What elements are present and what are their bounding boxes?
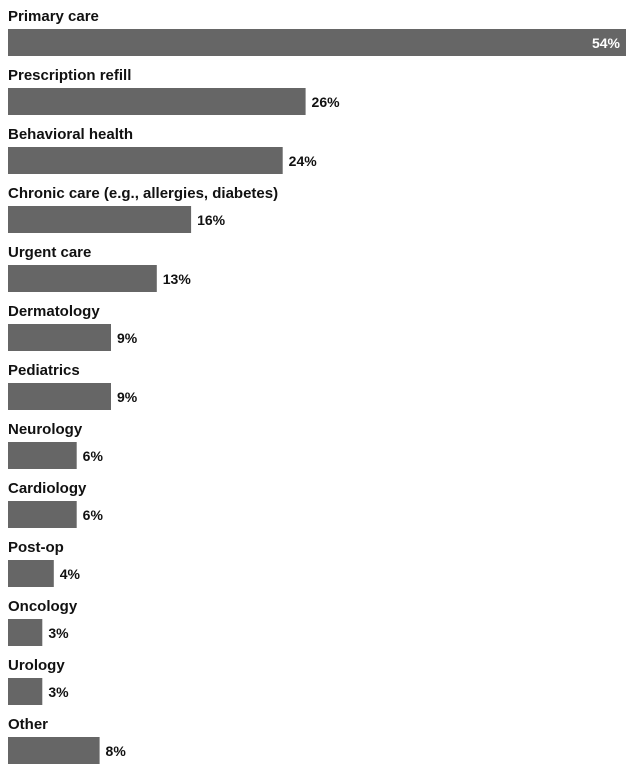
bar [8,501,77,528]
bar [8,678,43,705]
value-label: 9% [117,330,138,346]
value-label: 4% [60,566,81,582]
bar-row-urology: Urology 3% [8,657,69,705]
value-label: 26% [312,94,341,110]
category-label: Post-op [8,539,64,556]
category-label: Prescription refill [8,67,131,84]
value-label: 13% [163,271,192,287]
bar [8,619,43,646]
bar-row-chronic-care-e-g-allergies-diabetes: Chronic care (e.g., allergies, diabetes)… [8,185,278,233]
bar-row-urgent-care: Urgent care 13% [8,244,191,292]
bar-row-behavioral-health: Behavioral health 24% [8,126,317,174]
value-label: 8% [106,743,127,759]
bar-row-dermatology: Dermatology 9% [8,303,138,351]
bar-row-prescription-refill: Prescription refill 26% [8,67,340,115]
value-label: 9% [117,389,138,405]
bar-row-pediatrics: Pediatrics 9% [8,362,138,410]
category-label: Urology [8,657,65,674]
bar [8,265,157,292]
bar-row-primary-care: Primary care 54% [8,8,626,56]
value-label: 3% [48,625,69,641]
bar [8,88,306,115]
value-label: 6% [83,507,104,523]
category-label: Urgent care [8,244,91,261]
value-label: 6% [83,448,104,464]
bar [8,147,283,174]
bar [8,324,111,351]
bar [8,206,192,233]
bar [8,737,100,764]
bar-row-cardiology: Cardiology 6% [8,480,103,528]
bar-row-oncology: Oncology 3% [8,598,78,646]
value-label: 54% [592,35,621,51]
category-label: Cardiology [8,480,87,497]
category-label: Dermatology [8,303,100,320]
category-label: Chronic care (e.g., allergies, diabetes) [8,185,278,202]
category-label: Behavioral health [8,126,133,143]
value-label: 24% [289,153,318,169]
value-label: 16% [197,212,226,228]
value-label: 3% [48,684,69,700]
bar [8,560,54,587]
bar [8,383,111,410]
category-label: Oncology [8,598,78,615]
category-label: Other [8,716,48,733]
bar-row-other: Other 8% [8,716,126,764]
bar [8,29,626,56]
category-label: Primary care [8,8,99,25]
category-label: Pediatrics [8,362,80,379]
category-label: Neurology [8,421,83,438]
bar [8,442,77,469]
bar-row-post-op: Post-op 4% [8,539,81,587]
